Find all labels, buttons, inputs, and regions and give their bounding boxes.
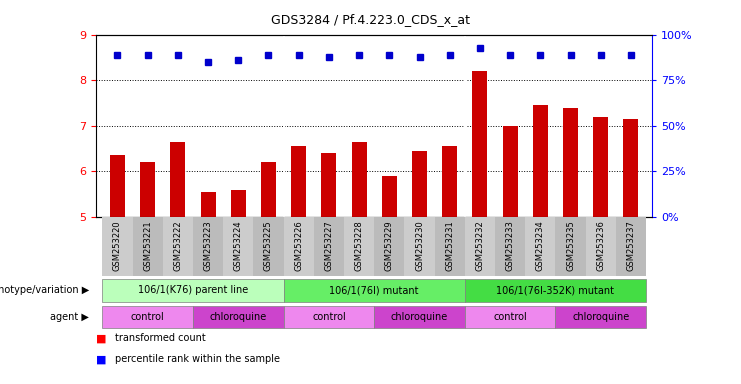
Bar	[616, 217, 646, 276]
Text: GSM253232: GSM253232	[476, 220, 485, 271]
Bar	[163, 217, 193, 276]
Bar	[261, 162, 276, 217]
Bar	[585, 217, 616, 276]
Text: control: control	[131, 312, 165, 322]
Text: GSM253230: GSM253230	[415, 220, 424, 271]
Bar	[284, 306, 374, 328]
Bar	[465, 279, 646, 302]
Bar	[412, 151, 427, 217]
Text: GSM253237: GSM253237	[626, 220, 636, 271]
Bar	[102, 217, 133, 276]
Text: genotype/variation ▶: genotype/variation ▶	[0, 285, 89, 296]
Bar	[533, 105, 548, 217]
Bar	[344, 217, 374, 276]
Bar	[495, 217, 525, 276]
Bar	[201, 192, 216, 217]
Bar	[435, 217, 465, 276]
Text: transformed count: transformed count	[115, 333, 205, 343]
Bar	[594, 117, 608, 217]
Bar	[193, 306, 284, 328]
Bar	[382, 176, 397, 217]
Bar	[374, 306, 465, 328]
Text: control: control	[494, 312, 527, 322]
Text: ■: ■	[96, 354, 107, 364]
Bar	[502, 126, 518, 217]
Bar	[133, 217, 163, 276]
Bar	[442, 146, 457, 217]
Text: GSM253225: GSM253225	[264, 220, 273, 271]
Text: GSM253229: GSM253229	[385, 220, 393, 271]
Bar	[405, 217, 435, 276]
Bar	[102, 279, 284, 302]
Bar	[223, 217, 253, 276]
Text: percentile rank within the sample: percentile rank within the sample	[115, 354, 280, 364]
Text: GSM253221: GSM253221	[143, 220, 152, 271]
Text: GSM253234: GSM253234	[536, 220, 545, 271]
Text: GSM253236: GSM253236	[597, 220, 605, 271]
Text: ■: ■	[96, 333, 107, 343]
Bar	[556, 217, 585, 276]
Bar	[253, 217, 284, 276]
Bar	[102, 306, 193, 328]
Text: GSM253220: GSM253220	[113, 220, 122, 271]
Bar	[374, 217, 405, 276]
Text: GSM253224: GSM253224	[234, 220, 243, 271]
Bar	[322, 153, 336, 217]
Text: GSM253233: GSM253233	[505, 220, 514, 271]
Text: 106/1(76I) mutant: 106/1(76I) mutant	[330, 285, 419, 296]
Bar	[472, 71, 488, 217]
Text: chloroquine: chloroquine	[572, 312, 629, 322]
Bar	[291, 146, 306, 217]
Text: GSM253235: GSM253235	[566, 220, 575, 271]
Bar	[140, 162, 155, 217]
Bar	[351, 142, 367, 217]
Bar	[525, 217, 556, 276]
Text: control: control	[312, 312, 346, 322]
Text: 106/1(K76) parent line: 106/1(K76) parent line	[138, 285, 248, 296]
Text: agent ▶: agent ▶	[50, 312, 89, 322]
Bar	[284, 279, 465, 302]
Bar	[563, 108, 578, 217]
Text: GDS3284 / Pf.4.223.0_CDS_x_at: GDS3284 / Pf.4.223.0_CDS_x_at	[271, 13, 470, 26]
Bar	[170, 142, 185, 217]
Text: GSM253226: GSM253226	[294, 220, 303, 271]
Bar	[465, 306, 556, 328]
Text: chloroquine: chloroquine	[391, 312, 448, 322]
Bar	[465, 217, 495, 276]
Text: GSM253222: GSM253222	[173, 220, 182, 271]
Text: 106/1(76I-352K) mutant: 106/1(76I-352K) mutant	[496, 285, 614, 296]
Bar	[284, 217, 313, 276]
Bar	[193, 217, 223, 276]
Bar	[230, 190, 246, 217]
Bar	[110, 156, 125, 217]
Bar	[556, 306, 646, 328]
Bar	[623, 119, 639, 217]
Text: chloroquine: chloroquine	[210, 312, 267, 322]
Text: GSM253231: GSM253231	[445, 220, 454, 271]
Text: GSM253228: GSM253228	[355, 220, 364, 271]
Bar	[313, 217, 344, 276]
Text: GSM253227: GSM253227	[325, 220, 333, 271]
Text: GSM253223: GSM253223	[204, 220, 213, 271]
